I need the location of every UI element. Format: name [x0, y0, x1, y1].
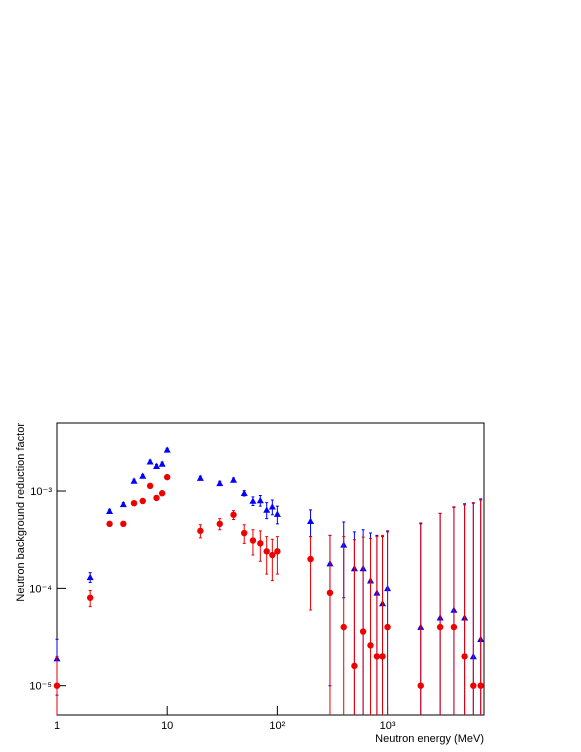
circle-marker: [257, 540, 264, 547]
circle-marker: [436, 623, 444, 631]
circle-marker: [146, 482, 154, 490]
circle-marker: [53, 682, 61, 689]
x-axis-title: Neutron energy (MeV): [375, 733, 484, 745]
circle-marker: [373, 653, 381, 660]
error-bar: [275, 536, 279, 575]
x-tick-label: 10²: [269, 720, 285, 732]
circle-marker: [379, 653, 386, 660]
circle-marker: [367, 642, 374, 649]
triangle-marker: [146, 458, 154, 465]
circle-marker: [163, 473, 171, 481]
triangle-marker: [263, 506, 271, 513]
circle-marker: [120, 520, 127, 528]
triangle-marker: [153, 462, 161, 469]
error-bar: [375, 536, 379, 715]
circle-marker: [216, 520, 223, 528]
circle-marker: [158, 490, 166, 497]
circle-marker: [130, 499, 138, 507]
triangle-marker: [307, 517, 315, 524]
circle-marker: [417, 682, 424, 689]
error-bar: [309, 536, 313, 611]
error-bar: [328, 534, 332, 715]
circle-marker: [359, 628, 367, 635]
circle-marker: [86, 594, 94, 601]
triangle-marker: [230, 476, 238, 483]
error-bar: [438, 512, 442, 715]
error-bar: [471, 502, 475, 715]
circle-marker: [351, 662, 358, 670]
triangle-marker: [86, 573, 94, 581]
error-bar: [361, 536, 365, 715]
error-bar: [463, 504, 467, 715]
error-bar: [270, 538, 274, 582]
circle-marker: [241, 529, 248, 537]
y-tick-label: 10⁻⁴: [29, 583, 52, 595]
circle-marker: [106, 520, 113, 528]
circle-marker: [249, 537, 257, 544]
triangle-marker: [130, 477, 138, 484]
plot-frame: [56, 422, 485, 716]
y-tick-label: 10⁻³: [30, 486, 52, 498]
triangle-marker: [163, 446, 171, 453]
circle-marker: [470, 682, 477, 689]
triangle-marker: [268, 503, 276, 510]
circle-marker: [307, 555, 314, 563]
circle-marker: [197, 527, 204, 535]
error-bar: [479, 499, 483, 715]
triangle-marker: [249, 497, 257, 504]
triangle-marker: [273, 510, 281, 517]
triangle-marker: [240, 489, 248, 497]
triangle-marker: [256, 496, 264, 504]
error-bar: [265, 536, 269, 575]
error-bar: [452, 506, 456, 715]
error-bar: [369, 537, 373, 715]
error-bar: [352, 539, 356, 715]
circle-marker: [477, 682, 484, 689]
circle-marker: [384, 623, 391, 631]
circle-marker: [274, 548, 281, 555]
triangle-marker: [216, 479, 224, 487]
circle-marker: [450, 623, 458, 631]
circle-marker: [340, 623, 347, 631]
circle-marker: [461, 653, 468, 660]
circle-marker: [230, 511, 237, 518]
triangle-marker: [106, 507, 114, 515]
triangle-marker: [196, 474, 204, 481]
circle-marker: [139, 497, 146, 505]
y-tick-label: 10⁻⁵: [29, 681, 52, 693]
circle-marker: [269, 551, 276, 559]
triangle-marker: [139, 472, 147, 479]
x-tick-label: 1: [54, 720, 60, 732]
triangle-marker: [119, 500, 127, 508]
error-bar: [381, 534, 385, 715]
circle-marker: [326, 589, 334, 597]
x-tick-label: 10³: [380, 720, 396, 732]
circle-marker: [153, 494, 160, 502]
y-axis-title: Neutron background reduction factor: [15, 423, 27, 602]
error-bar: [386, 531, 390, 715]
circle-marker: [263, 548, 270, 555]
triangle-marker: [158, 460, 166, 467]
x-tick-label: 10: [161, 720, 173, 732]
